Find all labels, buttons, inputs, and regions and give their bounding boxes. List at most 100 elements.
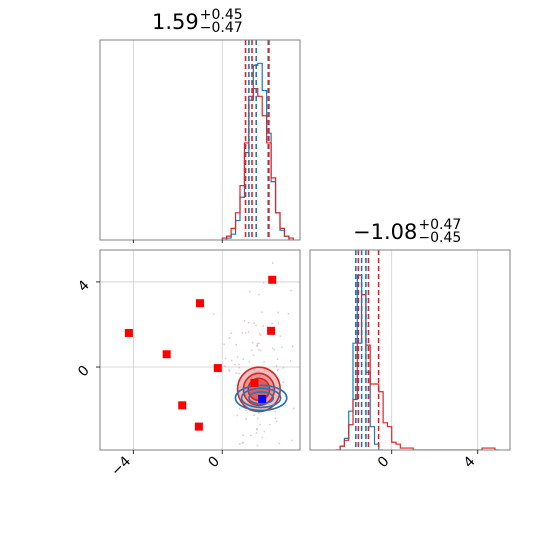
title-value: −1.08 xyxy=(353,220,418,244)
sample-point xyxy=(258,342,260,345)
scatter-frame xyxy=(99,249,301,451)
sample-point xyxy=(271,262,274,264)
sample-point xyxy=(238,443,241,445)
sample-point xyxy=(236,414,239,417)
sample-point xyxy=(256,417,259,420)
blue-contour xyxy=(234,384,288,412)
sample-point xyxy=(238,407,241,410)
sample-point xyxy=(269,458,271,460)
sample-point xyxy=(262,325,265,328)
red-marker xyxy=(162,350,171,359)
title-sup: +0.47 xyxy=(418,217,462,233)
red-marker xyxy=(250,378,259,387)
red-marker xyxy=(196,299,204,308)
sample-point xyxy=(242,358,245,360)
sample-point xyxy=(272,460,274,462)
bottom-right-histogram-group xyxy=(335,250,500,450)
sample-point xyxy=(253,322,256,325)
sample-point xyxy=(255,324,257,327)
sample-point xyxy=(241,332,244,334)
sample-point xyxy=(243,319,246,322)
red-marker xyxy=(268,275,277,284)
red-marker xyxy=(124,328,133,337)
sample-point xyxy=(242,434,245,437)
sample-point xyxy=(287,312,290,315)
scatter-group xyxy=(100,250,300,462)
sample-point xyxy=(238,363,240,366)
sample-point xyxy=(271,322,274,325)
blue-marker xyxy=(258,394,267,403)
blue-contour xyxy=(240,387,282,409)
scatter-x-tick-label: 0 xyxy=(205,454,223,472)
sample-point xyxy=(291,439,293,442)
sample-point xyxy=(238,372,240,375)
red-marker xyxy=(194,422,203,431)
sample-point xyxy=(223,343,226,346)
top-left-frame xyxy=(99,39,301,241)
sample-point xyxy=(230,332,233,335)
sample-point xyxy=(251,341,254,344)
sample-point xyxy=(244,332,247,334)
sample-point xyxy=(252,354,255,357)
sample-point xyxy=(235,372,238,375)
sample-point xyxy=(256,344,258,347)
title-value: 1.59 xyxy=(152,10,199,34)
sample-point xyxy=(274,410,277,413)
sample-point xyxy=(245,418,248,420)
sample-point xyxy=(236,356,239,358)
sample-point xyxy=(277,311,280,314)
sample-point xyxy=(248,290,251,293)
sample-point xyxy=(268,423,271,426)
right-histogram-title: −1.08 +0.47 −0.45 xyxy=(353,217,462,246)
sample-point xyxy=(284,404,287,407)
title-sup: +0.45 xyxy=(199,7,243,23)
sample-point xyxy=(289,360,292,362)
sample-point xyxy=(224,357,227,360)
sample-point xyxy=(247,321,250,324)
sample-point xyxy=(262,281,265,284)
sample-point xyxy=(261,436,264,439)
top-left-hist-red xyxy=(221,87,294,240)
sample-point xyxy=(238,366,241,369)
sample-point xyxy=(277,368,279,371)
sample-point xyxy=(245,409,248,412)
bottom-right-hist-blue xyxy=(335,274,384,450)
blue-contour xyxy=(248,391,275,405)
bottom-right-x-tick-label: 4 xyxy=(461,453,479,471)
sample-point xyxy=(257,349,260,351)
sample-point xyxy=(275,365,278,367)
sample-point xyxy=(290,289,293,292)
title-sub: −0.45 xyxy=(418,230,462,246)
sample-point xyxy=(260,311,263,314)
sample-point xyxy=(258,412,260,415)
sample-point xyxy=(212,313,215,315)
sample-point xyxy=(227,369,230,372)
sample-point xyxy=(248,361,251,363)
sample-point xyxy=(230,359,233,362)
sample-point xyxy=(279,335,282,337)
sample-point xyxy=(263,360,265,363)
top-histogram-title: 1.59 +0.45 −0.47 xyxy=(152,7,243,35)
sample-point xyxy=(277,321,280,324)
sample-point xyxy=(242,441,245,444)
scatter-y-tick-label: 0 xyxy=(75,363,93,381)
sample-point xyxy=(249,434,252,437)
sample-point xyxy=(235,343,238,346)
sample-point xyxy=(247,331,250,334)
red-marker xyxy=(178,401,187,410)
sample-point xyxy=(234,363,237,366)
sample-point xyxy=(223,365,226,368)
sample-point xyxy=(258,293,260,296)
sample-point xyxy=(282,381,285,384)
red-marker xyxy=(267,326,276,335)
sample-point xyxy=(291,345,294,348)
sample-point xyxy=(273,348,276,351)
sample-point xyxy=(271,347,274,350)
sample-point xyxy=(278,442,281,445)
bottom-right-hist-red xyxy=(335,294,500,450)
sample-point xyxy=(261,451,263,453)
sample-point xyxy=(256,427,259,430)
sample-point xyxy=(259,349,262,352)
